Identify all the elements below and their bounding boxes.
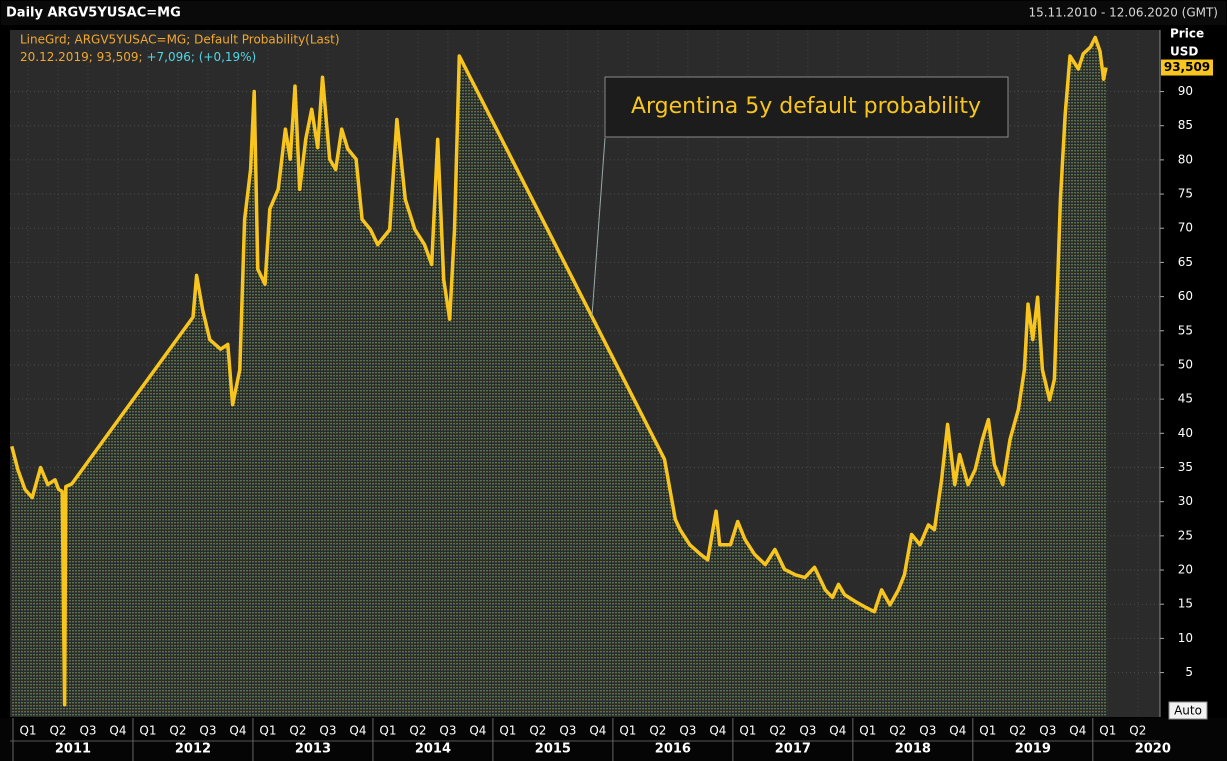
x-tick-label: Q2: [1129, 724, 1146, 738]
year-label: 2016: [655, 742, 691, 757]
year-label: 2014: [415, 742, 451, 757]
x-tick-label: Q1: [19, 724, 36, 738]
x-axis-band: [0, 718, 1227, 761]
x-tick-label: Q1: [1099, 724, 1116, 738]
annotation-box: [604, 76, 1009, 138]
chart-title: Daily ARGV5YUSAC=MG: [6, 6, 181, 21]
line: [10, 35, 1108, 707]
area-fill: [11, 37, 1106, 717]
x-tick-label: Q2: [169, 724, 186, 738]
x-tick-label: Q2: [649, 724, 666, 738]
x-tick-label: Q1: [379, 724, 396, 738]
y-tick-label: 50: [1178, 357, 1193, 371]
header-bar: [1, 1, 1226, 25]
x-tick-label: Q2: [409, 724, 426, 738]
y-tick-label: 70: [1178, 221, 1193, 235]
x-tick-label: Q4: [229, 724, 246, 738]
y-tick-label: 55: [1178, 323, 1193, 337]
y-tick-label: 45: [1178, 392, 1193, 406]
x-tick-label: Q2: [1009, 724, 1026, 738]
x-tick-label: Q3: [919, 724, 936, 738]
y-tick-label: 35: [1178, 460, 1193, 474]
x-tick-label: Q3: [1039, 724, 1056, 738]
legend-change: +7,096; (+0,19%): [146, 50, 256, 64]
last-value-tag: [1161, 59, 1213, 76]
year-label: 2018: [895, 742, 931, 757]
x-tick-label: Q4: [829, 724, 846, 738]
year-label: 2011: [55, 742, 91, 757]
y-tick-label: 10: [1178, 631, 1193, 645]
x-tick-label: Q4: [469, 724, 486, 738]
x-tick-label: Q1: [139, 724, 156, 738]
x-tick-label: Q1: [619, 724, 636, 738]
last-value-label: 93,509: [1164, 60, 1210, 74]
x-tick-label: Q1: [859, 724, 876, 738]
year-label: 2020: [1135, 742, 1171, 757]
x-tick-label: Q3: [439, 724, 456, 738]
year-label: 2017: [775, 742, 811, 757]
x-tick-label: Q3: [679, 724, 696, 738]
y-tick-label: 60: [1178, 289, 1193, 303]
x-tick-label: Q3: [79, 724, 96, 738]
y-axis-unit: USD: [1170, 45, 1198, 59]
auto-button[interactable]: [1168, 701, 1208, 720]
annotation-pointer: [591, 137, 606, 317]
x-tick-label: Q1: [739, 724, 756, 738]
legend-last: 20.12.2019; 93,509;: [20, 50, 143, 64]
y-tick-label: 65: [1178, 255, 1193, 269]
legend-values: 20.12.2019; 93,509; +7,096; (+0,19%): [20, 50, 256, 64]
x-tick-label: Q3: [319, 724, 336, 738]
legend-entry: LineGrd; ARGV5YUSAC=MG; Default Probabil…: [20, 33, 340, 47]
date-range: 15.11.2010 - 12.06.2020 (GMT): [1028, 6, 1218, 20]
x-tick-label: Q3: [199, 724, 216, 738]
x-tick-label: Q2: [49, 724, 66, 738]
annotation: Argentina 5y default probability: [631, 94, 981, 119]
x-tick-label: Q4: [709, 724, 726, 738]
x-tick-label: Q4: [349, 724, 366, 738]
y-tick-label: 80: [1178, 152, 1193, 166]
y-axis-label: Price: [1170, 27, 1204, 41]
y-tick-label: 20: [1178, 563, 1193, 577]
y-tick-label: 5: [1185, 665, 1193, 679]
x-tick-label: Q4: [589, 724, 606, 738]
year-label: 2013: [295, 742, 331, 757]
x-tick-label: Q4: [109, 724, 126, 738]
x-tick-label: Q2: [889, 724, 906, 738]
marks: [10, 35, 1108, 717]
x-tick-label: Q3: [799, 724, 816, 738]
x-tick-label: Q1: [259, 724, 276, 738]
y-tick-label: 75: [1178, 187, 1193, 201]
auto-button-label[interactable]: Auto: [1174, 704, 1202, 718]
year-label: 2012: [175, 742, 211, 757]
y-tick-label: 85: [1178, 118, 1193, 132]
x-tick-label: Q4: [1069, 724, 1086, 738]
y-tick-label: 30: [1178, 494, 1193, 508]
y-tick-label: 90: [1178, 84, 1193, 98]
year-label: 2015: [535, 742, 571, 757]
x-tick-label: Q2: [769, 724, 786, 738]
x-tick-label: Q1: [499, 724, 516, 738]
x-tick-label: Q1: [979, 724, 996, 738]
y-tick-label: 25: [1178, 528, 1193, 542]
x-tick-label: Q3: [559, 724, 576, 738]
year-label: 2019: [1015, 742, 1051, 757]
y-tick-label: 40: [1178, 426, 1193, 440]
x-tick-label: Q2: [529, 724, 546, 738]
x-tick-label: Q2: [289, 724, 306, 738]
x-tick-label: Q4: [949, 724, 966, 738]
y-tick-label: 15: [1178, 597, 1193, 611]
